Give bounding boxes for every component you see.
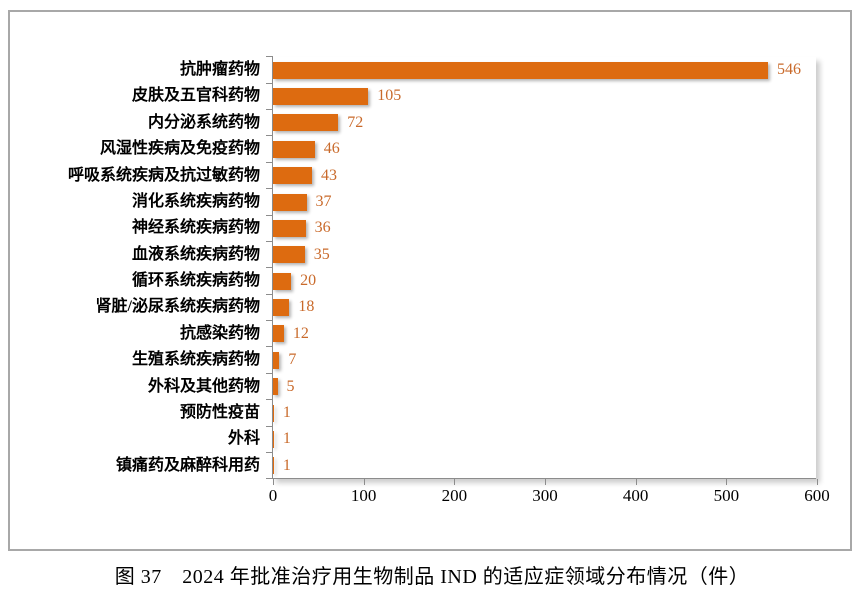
value-label: 43 xyxy=(320,166,337,184)
y-axis-tick xyxy=(266,478,273,480)
x-axis-tick-label: 600 xyxy=(804,486,830,505)
category-label: 呼吸系统疾病及抗过敏药物 xyxy=(67,166,260,184)
chart-caption: 图 37 2024 年批准治疗用生物制品 IND 的适应症领域分布情况（件） xyxy=(114,566,750,588)
value-label: 36 xyxy=(314,219,331,237)
value-label: 18 xyxy=(298,298,315,316)
x-axis-tick-label: 400 xyxy=(622,486,649,505)
category-labels: 抗肿瘤药物皮肤及五官科药物内分泌系统药物风湿性疾病及免疫药物呼吸系统疾病及抗过敏… xyxy=(10,57,266,479)
category-label: 消化系统疾病药物 xyxy=(131,192,260,210)
y-axis-tick xyxy=(266,320,273,321)
value-label: 12 xyxy=(292,324,309,342)
category-label: 外科 xyxy=(227,430,260,448)
category-label: 循环系统疾病药物 xyxy=(131,272,260,289)
x-axis-tick xyxy=(726,479,728,485)
category-label: 抗感染药物 xyxy=(179,324,260,342)
x-axis-tick xyxy=(273,479,274,485)
value-label: 37 xyxy=(315,192,332,210)
value-label: 46 xyxy=(323,140,340,158)
x-axis-tick-label: 200 xyxy=(441,486,468,505)
y-axis-tick xyxy=(266,346,273,348)
bar xyxy=(273,272,292,290)
y-axis-tick xyxy=(266,188,273,190)
value-label: 1 xyxy=(282,403,291,421)
x-axis-tick xyxy=(363,479,365,485)
bar xyxy=(273,140,315,158)
category-label: 外科及其他药物 xyxy=(147,377,260,395)
value-label: 20 xyxy=(300,272,317,289)
bar xyxy=(273,430,274,448)
x-axis-tick xyxy=(545,479,546,485)
x-axis-tick-label: 500 xyxy=(713,486,740,505)
bar xyxy=(273,299,290,317)
y-axis-tick xyxy=(266,240,273,242)
category-label: 肾脏/泌尿系统疾病药物 xyxy=(95,298,260,316)
y-axis-tick xyxy=(266,214,273,216)
bar xyxy=(273,351,280,369)
category-label: 生殖系统疾病药物 xyxy=(131,351,260,369)
bar xyxy=(273,88,369,106)
bar xyxy=(273,167,312,185)
bar xyxy=(273,114,339,132)
category-label: 皮肤及五官科药物 xyxy=(131,87,260,105)
value-label: 35 xyxy=(313,245,330,263)
value-label: 7 xyxy=(288,351,297,369)
bar xyxy=(273,378,278,396)
bar xyxy=(273,457,274,475)
x-axis-tick xyxy=(635,479,637,485)
x-axis-tick xyxy=(454,479,456,485)
x-axis-tick-label: 0 xyxy=(268,486,278,505)
value-label: 5 xyxy=(286,377,295,395)
y-axis-tick xyxy=(266,135,273,137)
bar xyxy=(273,193,307,211)
category-label: 血液系统疾病药物 xyxy=(131,245,260,263)
bar xyxy=(273,246,305,264)
y-axis-tick xyxy=(266,451,273,453)
bar xyxy=(273,61,769,79)
y-axis-tick xyxy=(266,161,273,163)
value-label: 105 xyxy=(377,87,402,105)
y-axis-tick xyxy=(266,56,273,58)
x-axis-tick-label: 300 xyxy=(532,486,558,505)
category-label: 预防性疫苗 xyxy=(179,403,260,421)
category-label: 风湿性疾病及免疫药物 xyxy=(99,140,260,158)
x-axis-tick-label: 100 xyxy=(350,486,377,505)
bar xyxy=(273,404,274,422)
plot-area: 546 105 72 46 43 37 36 35 20 18 12 7 5 1 1 1 0 100 200 300 4… xyxy=(266,56,830,505)
category-label: 神经系统疾病药物 xyxy=(131,219,260,237)
y-axis-tick xyxy=(266,82,273,84)
y-axis-tick xyxy=(266,293,273,295)
y-axis-tick xyxy=(266,372,273,374)
bar xyxy=(273,325,284,343)
category-label: 内分泌系统药物 xyxy=(147,113,260,131)
x-axis-tick xyxy=(817,479,818,485)
y-axis-tick xyxy=(266,267,273,269)
category-label: 镇痛药及麻醉科用药 xyxy=(115,456,260,474)
value-label: 72 xyxy=(347,113,364,131)
value-label: 546 xyxy=(777,61,802,78)
value-label: 1 xyxy=(282,456,291,474)
y-axis-tick xyxy=(266,399,273,401)
value-label: 1 xyxy=(282,430,291,448)
category-label: 抗肿瘤药物 xyxy=(179,61,260,78)
y-axis-tick xyxy=(266,425,273,427)
bar xyxy=(273,219,306,237)
y-axis-tick xyxy=(266,109,273,110)
